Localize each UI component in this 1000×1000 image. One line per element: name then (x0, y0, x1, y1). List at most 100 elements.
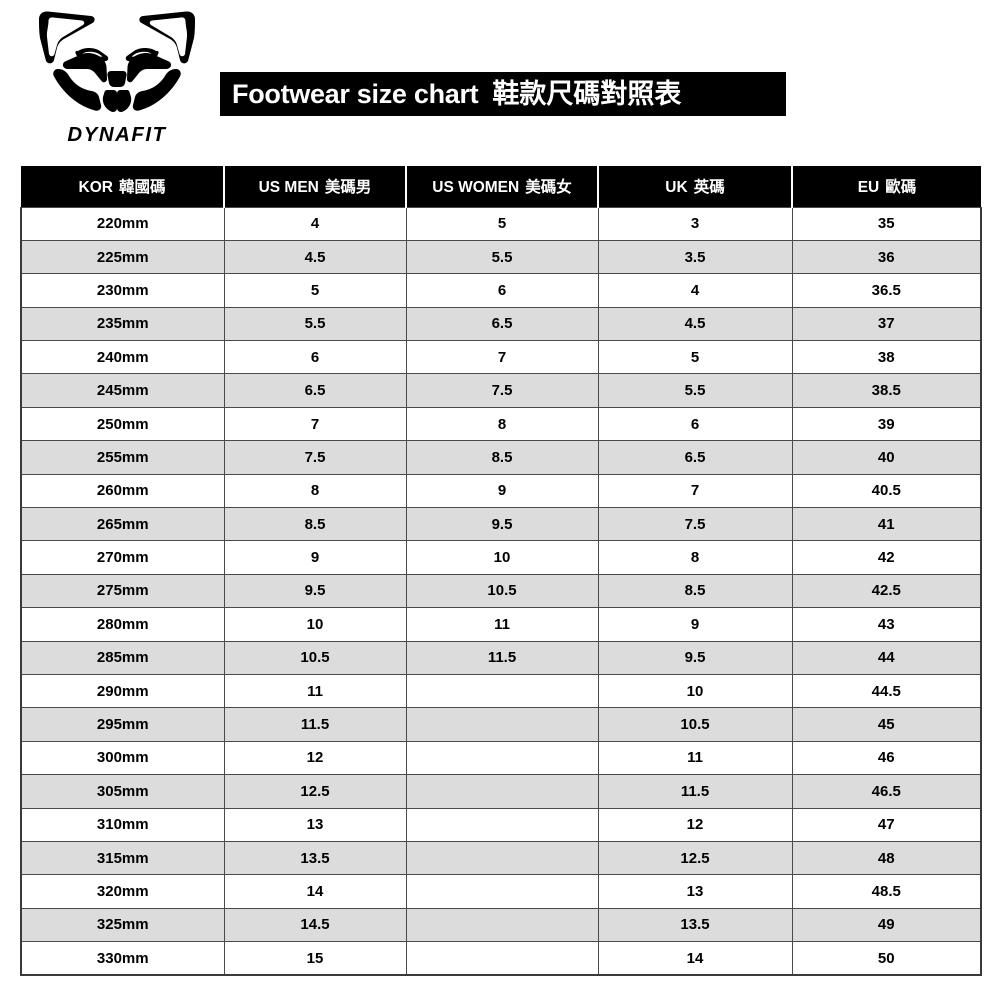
table-row: 295mm 11.5 10.5 45 (20, 707, 982, 742)
cell-kor: 240mm (20, 340, 225, 375)
cell-eu: 45 (791, 707, 982, 742)
cell-kor: 280mm (20, 607, 225, 642)
cell-uk: 5 (597, 340, 793, 375)
cell-us_men: 4.5 (223, 239, 407, 275)
column-header-eu-en: EU (857, 179, 880, 197)
table-row: 285mm 10.5 11.5 9.5 44 (20, 640, 982, 675)
cell-eu: 50 (791, 941, 982, 976)
cell-eu: 46.5 (791, 774, 982, 809)
cell-us_women: 5 (405, 206, 599, 241)
cell-eu: 38.5 (791, 373, 982, 408)
cell-us_women: 6.5 (405, 306, 599, 342)
cell-kor: 235mm (20, 306, 225, 342)
cell-us_men: 15 (223, 941, 407, 976)
cell-us_women: 7 (405, 340, 599, 375)
cell-kor: 320mm (20, 874, 225, 909)
cell-eu: 48.5 (791, 874, 982, 909)
cell-uk: 14 (597, 941, 793, 976)
cell-us_women: 8 (405, 406, 599, 442)
cell-kor: 275mm (20, 573, 225, 609)
cell-us_women: 9.5 (405, 507, 599, 542)
brand-logo: DYNAFIT (22, 8, 212, 158)
table-row: 230mm 5 6 4 36.5 (20, 273, 982, 308)
column-header-us-women-zh: 美碼女 (525, 179, 572, 197)
cell-uk: 11.5 (597, 774, 793, 809)
brand-wordmark: DYNAFIT (67, 124, 167, 146)
cell-uk: 10 (597, 673, 793, 709)
cell-us_men: 10.5 (223, 640, 407, 675)
cell-us_women (405, 707, 599, 742)
cell-eu: 35 (791, 206, 982, 241)
column-header-eu: EU 歐碼 (791, 166, 981, 207)
column-header-us-men: US MEN 美碼男 (223, 166, 407, 207)
table-header: KOR 韓國碼 US MEN 美碼男 US WOMEN 美碼女 UK 英碼 EU 歐碼 (21, 166, 981, 207)
cell-uk: 12 (597, 807, 793, 842)
column-header-us-women-en: US WOMEN (432, 179, 520, 197)
cell-eu: 42.5 (791, 573, 982, 609)
table-row: 275mm 9.5 10.5 8.5 42.5 (20, 573, 982, 609)
column-header-uk-zh: 英碼 (693, 179, 725, 197)
cell-uk: 8.5 (597, 573, 793, 609)
cell-eu: 44 (791, 640, 982, 675)
cell-us_women: 11 (405, 607, 599, 642)
cell-kor: 300mm (20, 740, 225, 776)
cell-us_men: 12 (223, 740, 407, 776)
cell-kor: 265mm (20, 507, 225, 542)
cell-eu: 41 (791, 507, 982, 542)
cell-us_women: 8.5 (405, 440, 599, 475)
cell-kor: 260mm (20, 473, 225, 509)
cell-uk: 7.5 (597, 507, 793, 542)
cell-eu: 44.5 (791, 673, 982, 709)
cell-us_men: 6.5 (223, 373, 407, 408)
cell-us_women: 10 (405, 540, 599, 575)
cell-uk: 9 (597, 607, 793, 642)
cell-uk: 9.5 (597, 640, 793, 675)
cell-us_women: 11.5 (405, 640, 599, 675)
column-header-us-men-zh: 美碼男 (324, 179, 372, 197)
cell-uk: 13.5 (597, 907, 793, 943)
cell-us_women (405, 907, 599, 943)
cell-us_women (405, 774, 599, 809)
cell-us_women (405, 740, 599, 776)
cell-kor: 250mm (20, 406, 225, 442)
cell-kor: 225mm (20, 239, 225, 275)
cell-eu: 48 (791, 840, 982, 876)
cell-us_women (405, 807, 599, 842)
cell-us_women: 7.5 (405, 373, 599, 408)
cell-eu: 40.5 (791, 473, 982, 509)
table-row: 225mm 4.5 5.5 3.5 36 (20, 239, 982, 275)
cell-us_men: 14 (223, 874, 407, 909)
table-row: 300mm 12 11 46 (20, 740, 982, 776)
table-row: 305mm 12.5 11.5 46.5 (20, 774, 982, 809)
table-row: 235mm 5.5 6.5 4.5 37 (20, 306, 982, 342)
cell-kor: 305mm (20, 774, 225, 809)
cell-us_women (405, 941, 599, 976)
cell-kor: 255mm (20, 440, 225, 475)
table-row: 220mm 4 5 3 35 (20, 206, 982, 241)
cell-us_men: 13 (223, 807, 407, 842)
cell-us_men: 11.5 (223, 707, 407, 742)
page-title-english: Footwear size chart (232, 78, 479, 109)
cell-kor: 270mm (20, 540, 225, 575)
column-header-kor: KOR 韓國碼 (21, 166, 225, 207)
footwear-size-table: KOR 韓國碼 US MEN 美碼男 US WOMEN 美碼女 UK 英碼 EU 歐碼 2… (20, 166, 982, 976)
cell-us_women (405, 874, 599, 909)
column-header-us-women: US WOMEN 美碼女 (405, 166, 599, 207)
cell-us_men: 9 (223, 540, 407, 575)
cell-uk: 6 (597, 406, 793, 442)
cell-kor: 220mm (20, 206, 225, 241)
cell-uk: 7 (597, 473, 793, 509)
cell-us_women: 5.5 (405, 239, 599, 275)
cell-eu: 36 (791, 239, 982, 275)
snow-leopard-head-icon (39, 11, 195, 113)
table-row: 260mm 8 9 7 40.5 (20, 473, 982, 509)
cell-uk: 4 (597, 273, 793, 308)
column-header-kor-en: KOR (78, 179, 113, 197)
cell-kor: 330mm (20, 941, 225, 976)
cell-us_women (405, 673, 599, 709)
table-row: 310mm 13 12 47 (20, 807, 982, 842)
cell-uk: 3.5 (597, 239, 793, 275)
table-row: 240mm 6 7 5 38 (20, 340, 982, 375)
cell-uk: 13 (597, 874, 793, 909)
table-row: 325mm 14.5 13.5 49 (20, 907, 982, 943)
